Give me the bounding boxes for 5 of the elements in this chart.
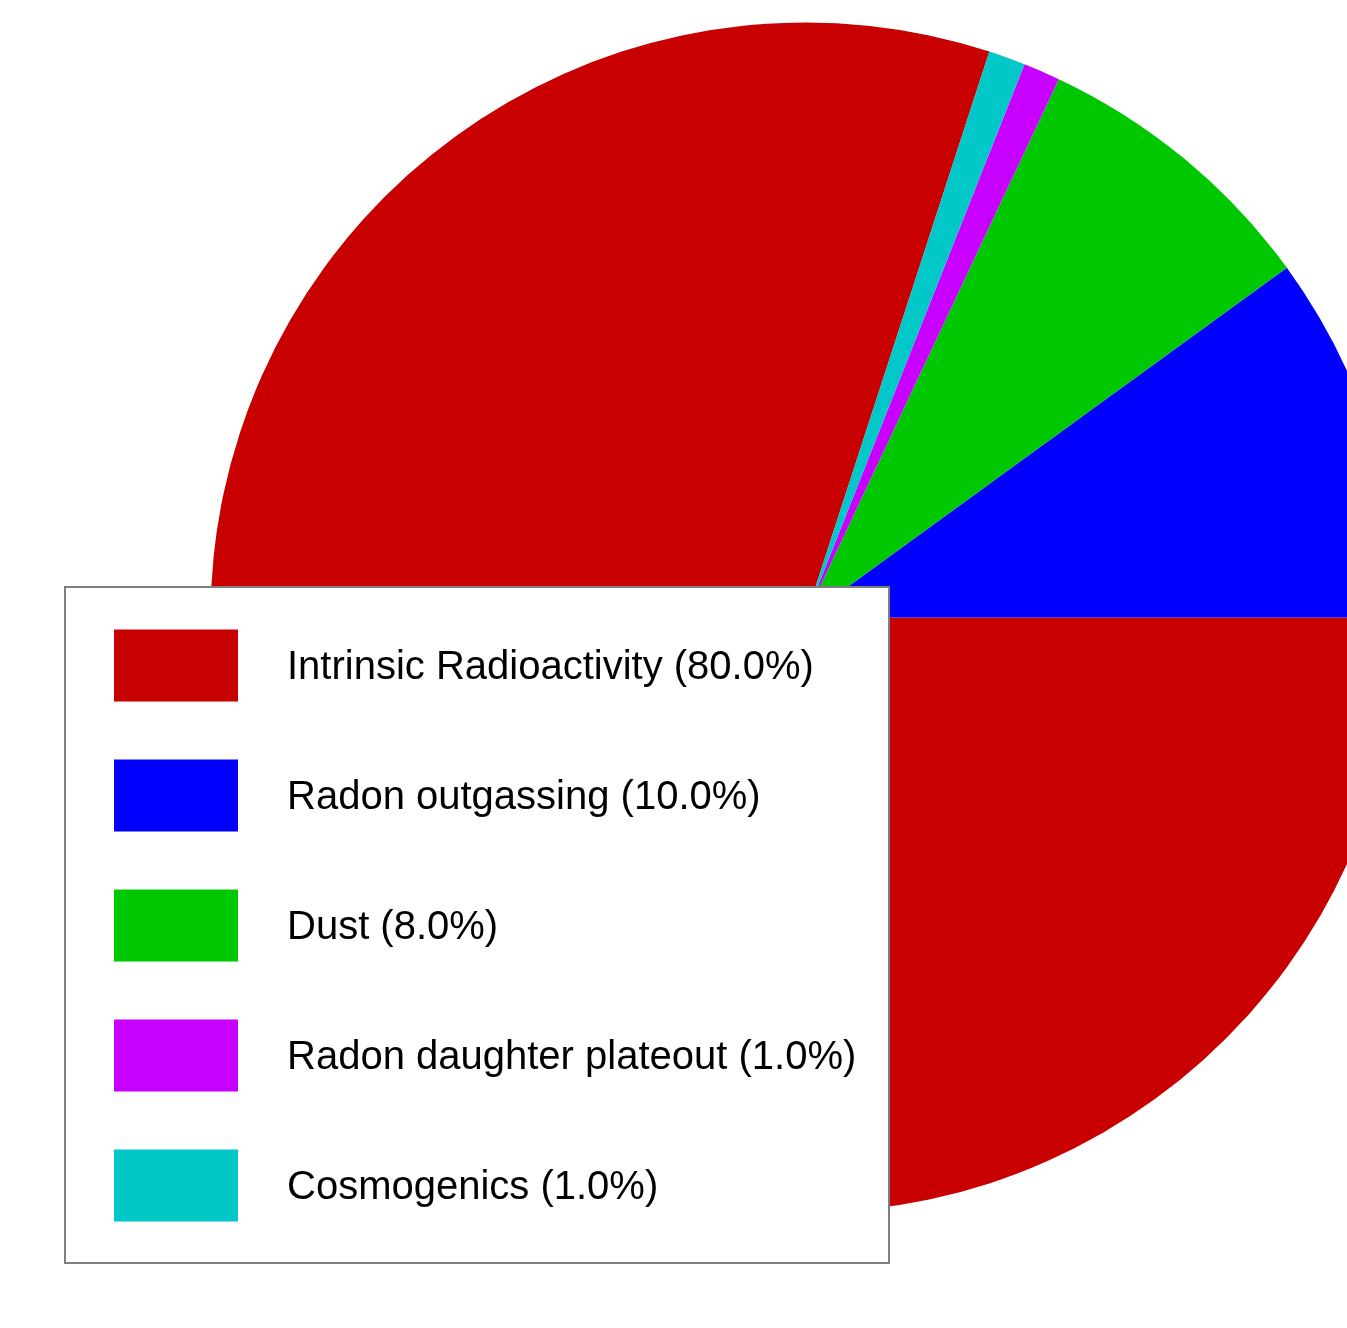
legend-label: Cosmogenics (1.0%): [287, 1162, 659, 1208]
legend-label: Radon outgassing (10.0%): [287, 772, 761, 818]
legend-label: Radon daughter plateout (1.0%): [287, 1032, 857, 1078]
legend-label: Dust (8.0%): [287, 902, 499, 948]
legend-label: Intrinsic Radioactivity (80.0%): [287, 642, 814, 688]
